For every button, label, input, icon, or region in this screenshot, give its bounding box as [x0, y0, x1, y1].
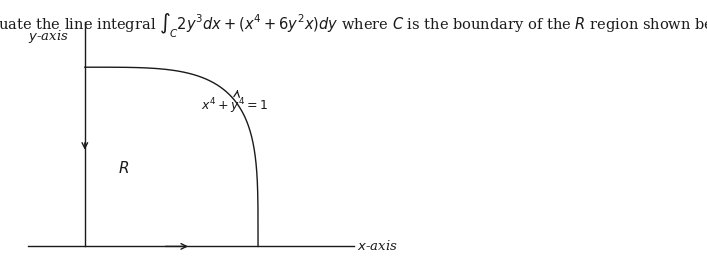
- Text: $y$-axis: $y$-axis: [28, 28, 69, 45]
- Text: Evaluate the line integral $\int_C 2y^3dx+(x^4+6y^2x)dy$ where $C$ is the bounda: Evaluate the line integral $\int_C 2y^3d…: [0, 11, 707, 40]
- Text: $R$: $R$: [118, 160, 129, 176]
- Text: $x^4+y^4=1$: $x^4+y^4=1$: [201, 91, 269, 116]
- Text: $x$-axis: $x$-axis: [357, 239, 397, 253]
